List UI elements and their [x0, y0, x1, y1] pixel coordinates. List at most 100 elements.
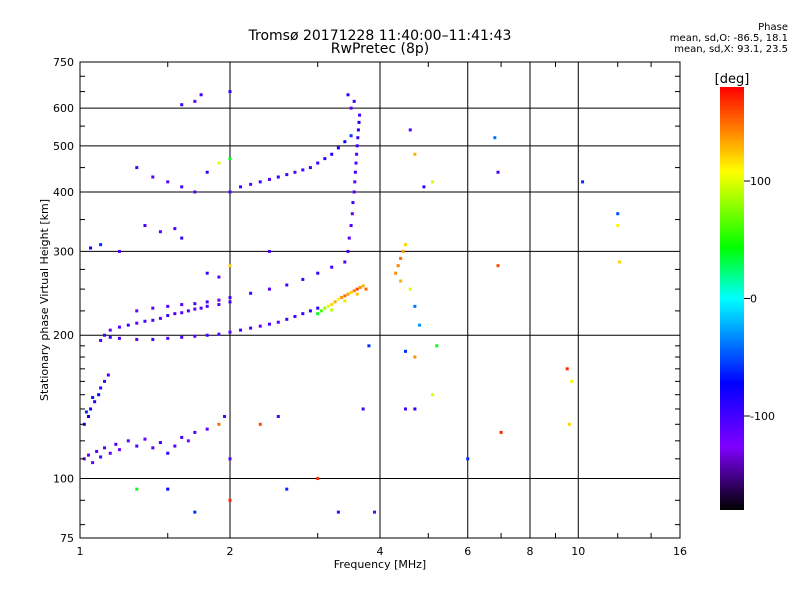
data-point [326, 304, 330, 308]
data-point [193, 430, 197, 434]
y-tick-label: 300 [53, 245, 74, 258]
data-point [95, 449, 99, 453]
data-point [343, 294, 347, 298]
colorbar-ticks: 100 0 -100 [744, 175, 775, 423]
data-point [355, 144, 359, 148]
data-point [89, 246, 93, 250]
data-point [217, 161, 221, 165]
data-point [166, 336, 170, 340]
data-point [276, 320, 280, 324]
data-point [276, 414, 280, 418]
data-point [350, 212, 354, 216]
data-point [199, 93, 203, 97]
data-point [126, 439, 130, 443]
data-point [228, 90, 232, 94]
data-point [166, 314, 170, 318]
data-point [217, 422, 221, 426]
data-point [353, 170, 357, 174]
data-point [108, 328, 112, 332]
data-point [285, 173, 289, 177]
data-point [108, 451, 112, 455]
data-point [173, 444, 177, 448]
data-point [618, 260, 622, 264]
data-point [323, 306, 327, 310]
data-point [616, 212, 620, 216]
data-point [349, 224, 353, 228]
colorbar-tick-label: -100 [750, 410, 775, 423]
x-axis-label: Frequency [MHz] [334, 558, 426, 571]
data-point [135, 487, 139, 491]
data-point [565, 367, 569, 371]
data-point [193, 510, 197, 514]
colorbar-tick-label: 0 [750, 293, 757, 306]
data-point [258, 180, 262, 184]
data-point [180, 236, 184, 240]
data-point [199, 306, 203, 310]
data-point [340, 296, 344, 300]
data-point [108, 335, 112, 339]
data-point [316, 477, 320, 481]
data-point [349, 290, 353, 294]
data-point [135, 166, 139, 170]
data-point [401, 249, 405, 253]
chart-title-line2: RwPretec (8p) [330, 41, 430, 57]
data-point [135, 337, 139, 341]
data-point [93, 400, 97, 404]
x-tick-label: 10 [571, 545, 585, 558]
chart-title-line1: Tromsø 20171228 11:40:00–11:41:43 [248, 28, 512, 44]
data-point [228, 498, 232, 502]
y-tick-label: 600 [53, 102, 74, 115]
data-point [316, 161, 320, 165]
data-point [413, 304, 417, 308]
colorbar-tick-label: 100 [750, 175, 771, 188]
data-point [403, 243, 407, 247]
data-point [399, 256, 403, 260]
data-point [180, 103, 184, 107]
data-point [285, 317, 289, 321]
colorbar [720, 87, 744, 510]
data-point [361, 407, 365, 411]
data-point [403, 407, 407, 411]
data-point [267, 322, 271, 326]
data-point [356, 136, 360, 140]
data-point [394, 271, 398, 275]
data-point [99, 243, 103, 247]
plot-frame [79, 61, 681, 539]
data-point [267, 249, 271, 253]
data-point [173, 227, 177, 231]
data-point [435, 344, 439, 348]
data-point [89, 407, 93, 411]
data-point [496, 170, 500, 174]
data-point [135, 309, 139, 313]
data-point [106, 373, 110, 377]
data-point [117, 448, 121, 452]
data-point [103, 379, 107, 383]
x-tick-label: 8 [527, 545, 534, 558]
data-point [570, 379, 574, 383]
data-point [180, 303, 184, 307]
data-point [308, 166, 312, 170]
data-point [361, 284, 365, 288]
y-tick-label: 500 [53, 140, 74, 153]
data-point [333, 300, 337, 304]
data-point [316, 312, 320, 316]
data-point [336, 146, 340, 150]
data-point [499, 430, 503, 434]
x-tick-label: 1 [77, 545, 84, 558]
data-point [97, 393, 101, 397]
data-point [413, 152, 417, 156]
data-point [408, 287, 412, 291]
data-point [396, 264, 400, 268]
x-tick-label: 4 [377, 545, 384, 558]
data-point [193, 302, 197, 306]
data-point [86, 453, 90, 457]
data-point [352, 190, 356, 194]
data-point [354, 161, 358, 165]
data-point [239, 328, 243, 332]
data-point [347, 236, 351, 240]
data-point [308, 309, 312, 313]
data-point [349, 134, 353, 138]
data-point [567, 422, 571, 426]
data-point [217, 332, 221, 336]
data-point [99, 386, 103, 390]
